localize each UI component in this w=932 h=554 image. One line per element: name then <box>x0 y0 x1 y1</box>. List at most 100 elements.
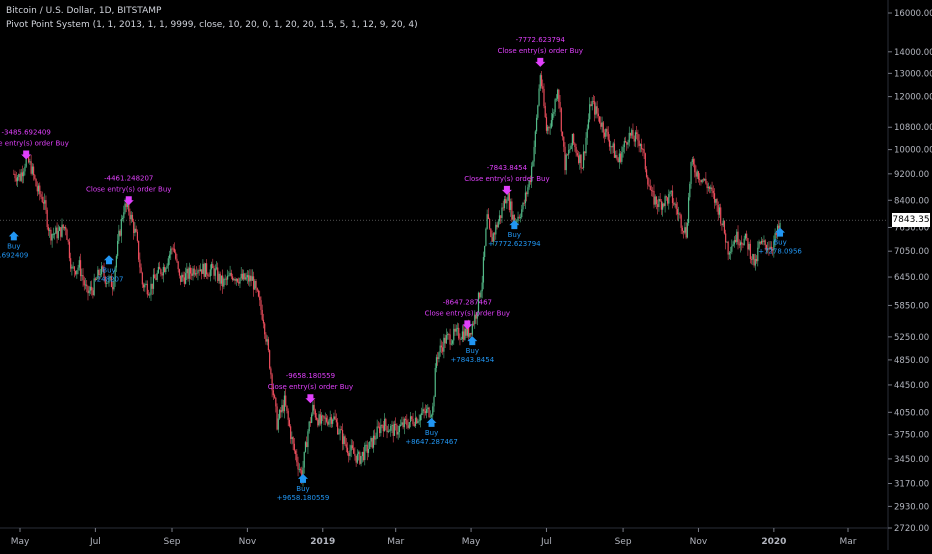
candle-body <box>465 328 467 336</box>
candle-body <box>408 422 410 428</box>
candle-body <box>108 277 110 283</box>
candle-body <box>367 448 370 453</box>
candle-body <box>623 141 625 148</box>
candle-body <box>560 108 562 132</box>
candle-body <box>705 178 707 184</box>
candle-body <box>364 445 366 461</box>
candle-body <box>522 202 524 210</box>
candle-body <box>521 209 523 218</box>
buy-signal-label: Buy <box>102 266 115 274</box>
candle-body <box>741 242 743 245</box>
candle-body <box>208 275 210 277</box>
candle-body <box>223 278 225 287</box>
candle-body <box>577 155 580 163</box>
candle-body <box>317 419 319 426</box>
candle-body <box>14 173 16 179</box>
candle-body <box>215 267 218 269</box>
candle-body <box>203 263 205 277</box>
candle-body <box>75 270 77 275</box>
candle-body <box>460 339 462 340</box>
candle-body <box>596 106 598 114</box>
candle-body <box>372 435 375 448</box>
symbol-title[interactable]: Bitcoin / U.S. Dollar, 1D, BITSTAMP <box>6 6 162 16</box>
candle-body <box>393 423 396 436</box>
candle-body <box>244 273 246 280</box>
candle-body <box>54 233 56 235</box>
time-tick-label: May <box>462 537 481 547</box>
indicator-label[interactable]: Pivot Point System (1, 1, 2013, 1, 1, 99… <box>6 20 418 30</box>
candle-body <box>754 258 756 266</box>
candle-body <box>622 147 624 153</box>
candle-body <box>297 462 299 470</box>
price-tick-label: 4450.00 <box>894 381 929 391</box>
candle-body <box>349 450 351 457</box>
candle-body <box>568 149 570 155</box>
candle-body <box>759 241 761 244</box>
candle-body <box>458 327 460 339</box>
candle-body <box>775 233 777 235</box>
candle-body <box>330 417 333 424</box>
candle-body <box>144 284 146 288</box>
candle-body <box>696 171 698 177</box>
candle-body <box>292 437 294 444</box>
candle-body <box>138 240 140 260</box>
candle-body <box>220 275 223 284</box>
candle-body <box>212 263 214 268</box>
candle-body <box>565 154 567 171</box>
candle-body <box>746 233 748 239</box>
candle-body <box>468 325 470 337</box>
sell-signal-value: -8647.287467 <box>443 298 492 306</box>
candle-body <box>68 241 71 259</box>
candle-body <box>46 209 48 228</box>
candle-body <box>443 337 445 352</box>
candle-body <box>450 343 452 345</box>
candle-body <box>254 280 256 290</box>
price-tick-label: 8400.00 <box>894 196 929 206</box>
candle-body <box>176 258 178 262</box>
sell-signal-value: -7772.623794 <box>516 36 566 44</box>
candle-body <box>676 208 679 215</box>
price-tick-label: 2930.00 <box>894 502 929 512</box>
buy-signal-value: +8647.287467 <box>405 438 458 446</box>
candle-body <box>570 145 572 149</box>
candle-body <box>558 89 560 103</box>
candle-body <box>328 420 330 425</box>
candle-body <box>340 429 342 430</box>
candle-body <box>63 227 66 229</box>
candle-body <box>168 254 171 259</box>
candle-body <box>24 166 26 172</box>
time-tick-label: Sep <box>164 537 181 547</box>
candle-body <box>299 469 302 471</box>
candle-body <box>16 177 19 182</box>
candle-body <box>545 117 548 131</box>
candle-body <box>402 422 404 428</box>
sell-arrow-icon <box>21 150 32 160</box>
candle-body <box>375 438 377 440</box>
candle-body <box>621 152 623 162</box>
candle-body <box>365 444 367 446</box>
candle-body <box>52 233 54 235</box>
candle-body <box>362 451 365 461</box>
candle-body <box>713 193 716 203</box>
candle-body <box>187 268 189 279</box>
candle-body <box>219 273 221 284</box>
candle-body <box>89 286 92 291</box>
candle-body <box>228 275 230 277</box>
candle-body <box>742 244 744 246</box>
candle-body <box>87 286 89 294</box>
candle-body <box>662 203 664 210</box>
candle-body <box>722 220 724 226</box>
candle-body <box>323 415 325 419</box>
time-tick-label: Jul <box>540 537 552 547</box>
candle-body <box>104 276 106 284</box>
candle-body <box>743 238 745 246</box>
candle-body <box>400 424 402 426</box>
sell-signal-value: -3485.692409 <box>2 128 51 136</box>
candle-body <box>633 138 635 142</box>
candle-body <box>527 187 529 195</box>
candle-body <box>663 203 665 206</box>
candle-body <box>126 201 129 207</box>
candle-body <box>245 277 247 280</box>
